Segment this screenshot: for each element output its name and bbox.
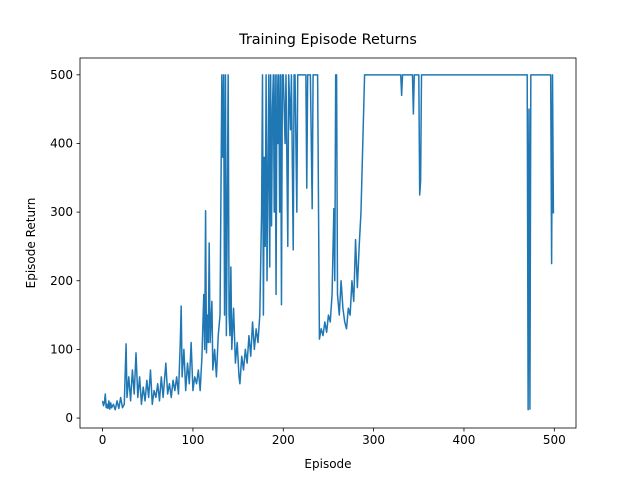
x-tick-label: 200	[272, 433, 295, 447]
y-axis-label: Episode Return	[24, 198, 38, 289]
chart-title: Training Episode Returns	[238, 32, 417, 48]
x-tick-label: 500	[543, 433, 566, 447]
y-tick-label: 0	[65, 411, 73, 425]
y-tick-label: 400	[50, 136, 73, 150]
x-tick-label: 100	[181, 433, 204, 447]
x-tick-label: 300	[362, 433, 385, 447]
y-tick-label: 100	[50, 342, 73, 356]
x-tick-label: 0	[99, 433, 107, 447]
y-tick-label: 500	[50, 68, 73, 82]
x-axis-label: Episode	[304, 457, 351, 471]
episode-return-line	[101, 74, 555, 411]
y-tick-label: 200	[50, 274, 73, 288]
y-tick-label: 300	[50, 205, 73, 219]
plot-frame	[79, 57, 577, 429]
x-tick-label: 400	[453, 433, 476, 447]
